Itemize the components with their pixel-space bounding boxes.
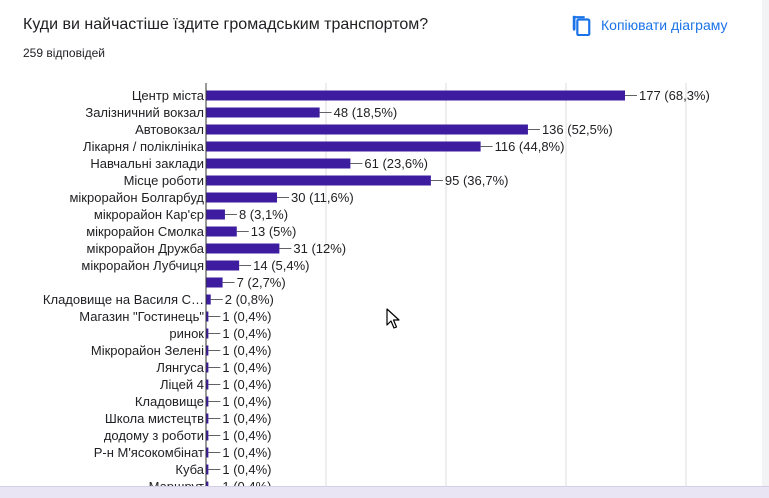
- category-label: Центр міста: [132, 88, 205, 103]
- category-label: Лікарня / поліклініка: [83, 139, 205, 154]
- value-label: 1 (0,4%): [222, 394, 271, 409]
- category-label: Маршрут: [149, 479, 204, 486]
- category-label: додому з роботи: [104, 428, 204, 443]
- bar[interactable]: [206, 362, 209, 373]
- mouse-pointer-icon: [386, 308, 400, 329]
- bar[interactable]: [206, 396, 209, 407]
- chart-card: Куди ви найчастіше їздите громадським тр…: [23, 0, 763, 487]
- value-label: 116 (44,8%): [495, 139, 565, 154]
- question-title: Куди ви найчастіше їздите громадським тр…: [23, 16, 429, 33]
- value-label: 48 (18,5%): [334, 105, 398, 120]
- value-label: 1 (0,4%): [222, 428, 271, 443]
- bar[interactable]: [206, 226, 237, 237]
- value-label: 1 (0,4%): [222, 326, 271, 341]
- value-label: 14 (5,4%): [253, 258, 309, 273]
- bar[interactable]: [206, 328, 209, 339]
- category-label: Навчальні заклади: [90, 156, 204, 171]
- category-label: Місце роботи: [124, 173, 204, 188]
- bar[interactable]: [206, 277, 223, 288]
- value-label: 61 (23,6%): [364, 156, 428, 171]
- category-label: Р-н М'ясокомбінат: [94, 445, 204, 460]
- value-label: 177 (68,3%): [639, 88, 710, 103]
- value-label: 1 (0,4%): [222, 377, 271, 392]
- category-label: Лянгуса: [156, 360, 204, 375]
- bar[interactable]: [206, 107, 320, 118]
- bar[interactable]: [206, 413, 209, 424]
- category-label: Залізничний вокзал: [85, 105, 204, 120]
- bar[interactable]: [206, 158, 351, 169]
- value-label: 1 (0,4%): [222, 445, 271, 460]
- category-label: мікрорайон Болгарбуд: [69, 190, 204, 205]
- bar[interactable]: [206, 124, 528, 135]
- bar[interactable]: [206, 311, 209, 322]
- scrollbar-track[interactable]: [762, 0, 769, 486]
- category-label: мікрорайон Дружба: [87, 241, 205, 256]
- bar[interactable]: [206, 447, 209, 458]
- copy-icon: [572, 15, 591, 36]
- category-label: Магазин "Гостинець": [79, 309, 204, 324]
- value-label: 1 (0,4%): [222, 309, 271, 324]
- bar[interactable]: [206, 175, 431, 186]
- bar[interactable]: [206, 379, 209, 390]
- bar[interactable]: [206, 141, 481, 152]
- category-label: Школа мистецтв: [105, 411, 204, 426]
- value-label: 95 (36,7%): [445, 173, 509, 188]
- value-label: 136 (52,5%): [542, 122, 613, 137]
- bar[interactable]: [206, 209, 225, 220]
- category-label: Кладовище на Василя С…: [43, 292, 204, 307]
- bar[interactable]: [206, 481, 209, 487]
- bar[interactable]: [206, 430, 209, 441]
- category-label: ринок: [169, 326, 204, 341]
- value-label: 8 (3,1%): [239, 207, 288, 222]
- value-label: 1 (0,4%): [222, 343, 271, 358]
- bar[interactable]: [206, 192, 278, 203]
- copy-chart-button[interactable]: Копіювати діаграму: [570, 12, 728, 38]
- copy-chart-label: Копіювати діаграму: [601, 17, 728, 33]
- value-label: 7 (2,7%): [237, 275, 286, 290]
- category-label: мікрорайон Лубчиця: [81, 258, 204, 273]
- value-label: 1 (0,4%): [222, 360, 271, 375]
- bar[interactable]: [206, 464, 209, 475]
- category-label: мікрорайон Смолка: [86, 224, 205, 239]
- bottom-bar: [0, 486, 769, 498]
- value-label: 30 (11,6%): [291, 190, 354, 205]
- bar-chart: Центр міста 177 (68,3%) Залізничний вокзал…: [43, 83, 710, 487]
- bar[interactable]: [206, 345, 209, 356]
- category-label: Куба: [175, 462, 204, 477]
- bar[interactable]: [206, 260, 240, 271]
- value-label: 1 (0,4%): [222, 479, 271, 486]
- value-label: 2 (0,8%): [225, 292, 274, 307]
- bar[interactable]: [206, 90, 625, 101]
- value-label: 13 (5%): [251, 224, 297, 239]
- category-label: Автовокзал: [135, 122, 204, 137]
- bar[interactable]: [206, 243, 280, 254]
- category-label: Кладовище: [135, 394, 204, 409]
- response-count: 259 відповідей: [23, 46, 105, 60]
- category-label: мікрорайон Кар'єр: [94, 207, 204, 222]
- value-label: 31 (12%): [293, 241, 346, 256]
- value-label: 1 (0,4%): [222, 411, 271, 426]
- value-label: 1 (0,4%): [222, 462, 271, 477]
- category-label: Ліцей 4: [160, 377, 204, 392]
- bar[interactable]: [206, 294, 211, 305]
- category-label: Мікрорайон Зелені: [91, 343, 204, 358]
